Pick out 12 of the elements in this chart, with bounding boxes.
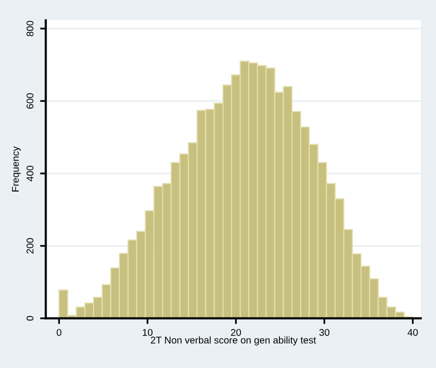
y-tick-label: 200 [26,238,34,254]
x-tick-label: 20 [230,328,241,336]
x-tick-label: 30 [319,328,330,336]
x-tick-label: 40 [408,328,418,336]
y-tick-label: 400 [26,166,34,182]
y-tick-label: 0 [26,316,34,321]
y-tick-label: 600 [26,93,34,109]
x-tick-label: 10 [142,328,153,336]
y-axis-title: Frequency [12,146,21,192]
y-tick-label: 800 [26,20,34,36]
x-tick-label: 0 [56,328,62,336]
x-axis-title: 2T Non verbal score on gen ability test [150,336,316,346]
